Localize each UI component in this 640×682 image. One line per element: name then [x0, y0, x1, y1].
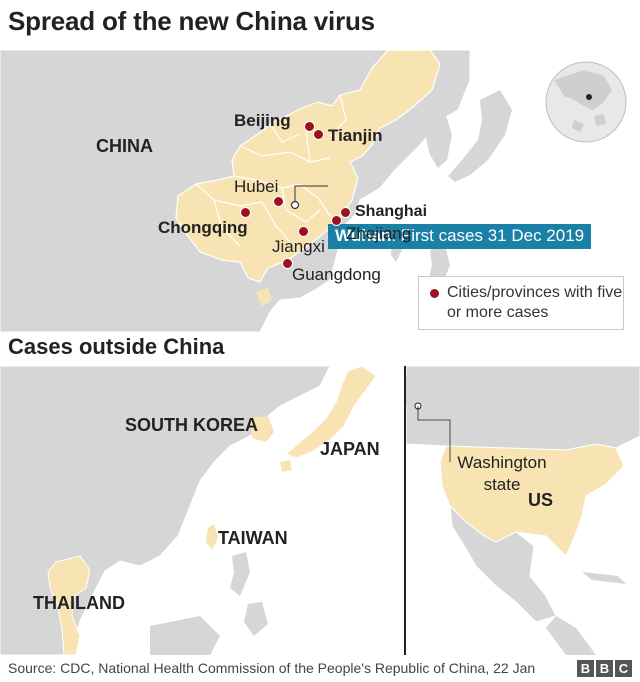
- label-us: US: [528, 490, 554, 510]
- city-dot-shanghai: [340, 207, 351, 218]
- footer: Source: CDC, National Health Commission …: [0, 655, 640, 682]
- wuhan-callout: Wuhan: First cases 31 Dec 2019: [328, 224, 592, 249]
- label-japan: JAPAN: [320, 439, 380, 459]
- city-dot-beijing: [304, 121, 315, 132]
- south-korea-shape: [250, 416, 274, 442]
- city-dot-guangdong: [282, 258, 293, 269]
- china-map: [0, 50, 640, 332]
- city-label-chongqing: Chongqing: [158, 218, 248, 237]
- label-washington-state: Washington state: [457, 453, 547, 494]
- city-dot-tianjin: [313, 129, 324, 140]
- city-dot-hubei: [273, 196, 284, 207]
- city-label-guangdong: Guangdong: [292, 265, 381, 284]
- legend: Cities/provinces with five or more cases: [418, 276, 624, 330]
- asia-outside-map: [0, 366, 404, 655]
- china-map-panel: CHINA Beijing Tianjin Hubei Wuhan: First…: [0, 50, 640, 332]
- city-dot-zhejiang: [331, 215, 342, 226]
- section-title-outside: Cases outside China: [8, 334, 225, 359]
- japan-islands: [448, 90, 512, 182]
- city-dot-chongqing: [240, 207, 251, 218]
- taiwan-shape: [206, 524, 218, 550]
- label-thailand: THAILAND: [33, 593, 125, 613]
- chart-title: Spread of the new China virus: [8, 6, 375, 36]
- city-label-tianjin: Tianjin: [328, 126, 383, 145]
- legend-dot-icon: [429, 288, 440, 299]
- label-taiwan: TAIWAN: [218, 528, 288, 548]
- us-outside-panel: Washington state US: [406, 366, 640, 655]
- us-outside-map: [406, 366, 640, 655]
- city-label-zhejiang: Zhejiang: [346, 224, 412, 243]
- city-label-beijing: Beijing: [234, 111, 291, 130]
- asia-outside-panel: SOUTH KOREA JAPAN TAIWAN THAILAND: [0, 366, 404, 655]
- logo-letter-b2: B: [596, 660, 613, 677]
- wuhan-pointer: [290, 185, 328, 210]
- city-label-shanghai: Shanghai: [355, 203, 428, 220]
- source-note: Source: CDC, National Health Commission …: [8, 660, 536, 676]
- bbc-logo: B B C: [577, 660, 632, 677]
- city-label-hubei: Hubei: [234, 177, 279, 196]
- globe-locator-icon: [544, 60, 628, 144]
- china-affected-region: [175, 50, 441, 283]
- city-dot-jiangxi: [298, 226, 309, 237]
- callout-text: : First cases 31 Dec 2019: [391, 226, 585, 245]
- legend-label: Cities/provinces with five or more cases: [447, 284, 623, 321]
- logo-letter-b1: B: [577, 660, 594, 677]
- panel-divider: [404, 366, 406, 655]
- callout-city: Wuhan: [335, 226, 392, 245]
- country-label-china: CHINA: [96, 136, 153, 156]
- thailand-shape: [47, 555, 91, 655]
- label-south-korea: SOUTH KOREA: [125, 415, 259, 435]
- city-label-jiangxi: Jiangxi: [272, 237, 325, 256]
- logo-letter-c: C: [615, 660, 632, 677]
- korea-peninsula: [426, 112, 452, 168]
- japan-shape: [285, 366, 377, 459]
